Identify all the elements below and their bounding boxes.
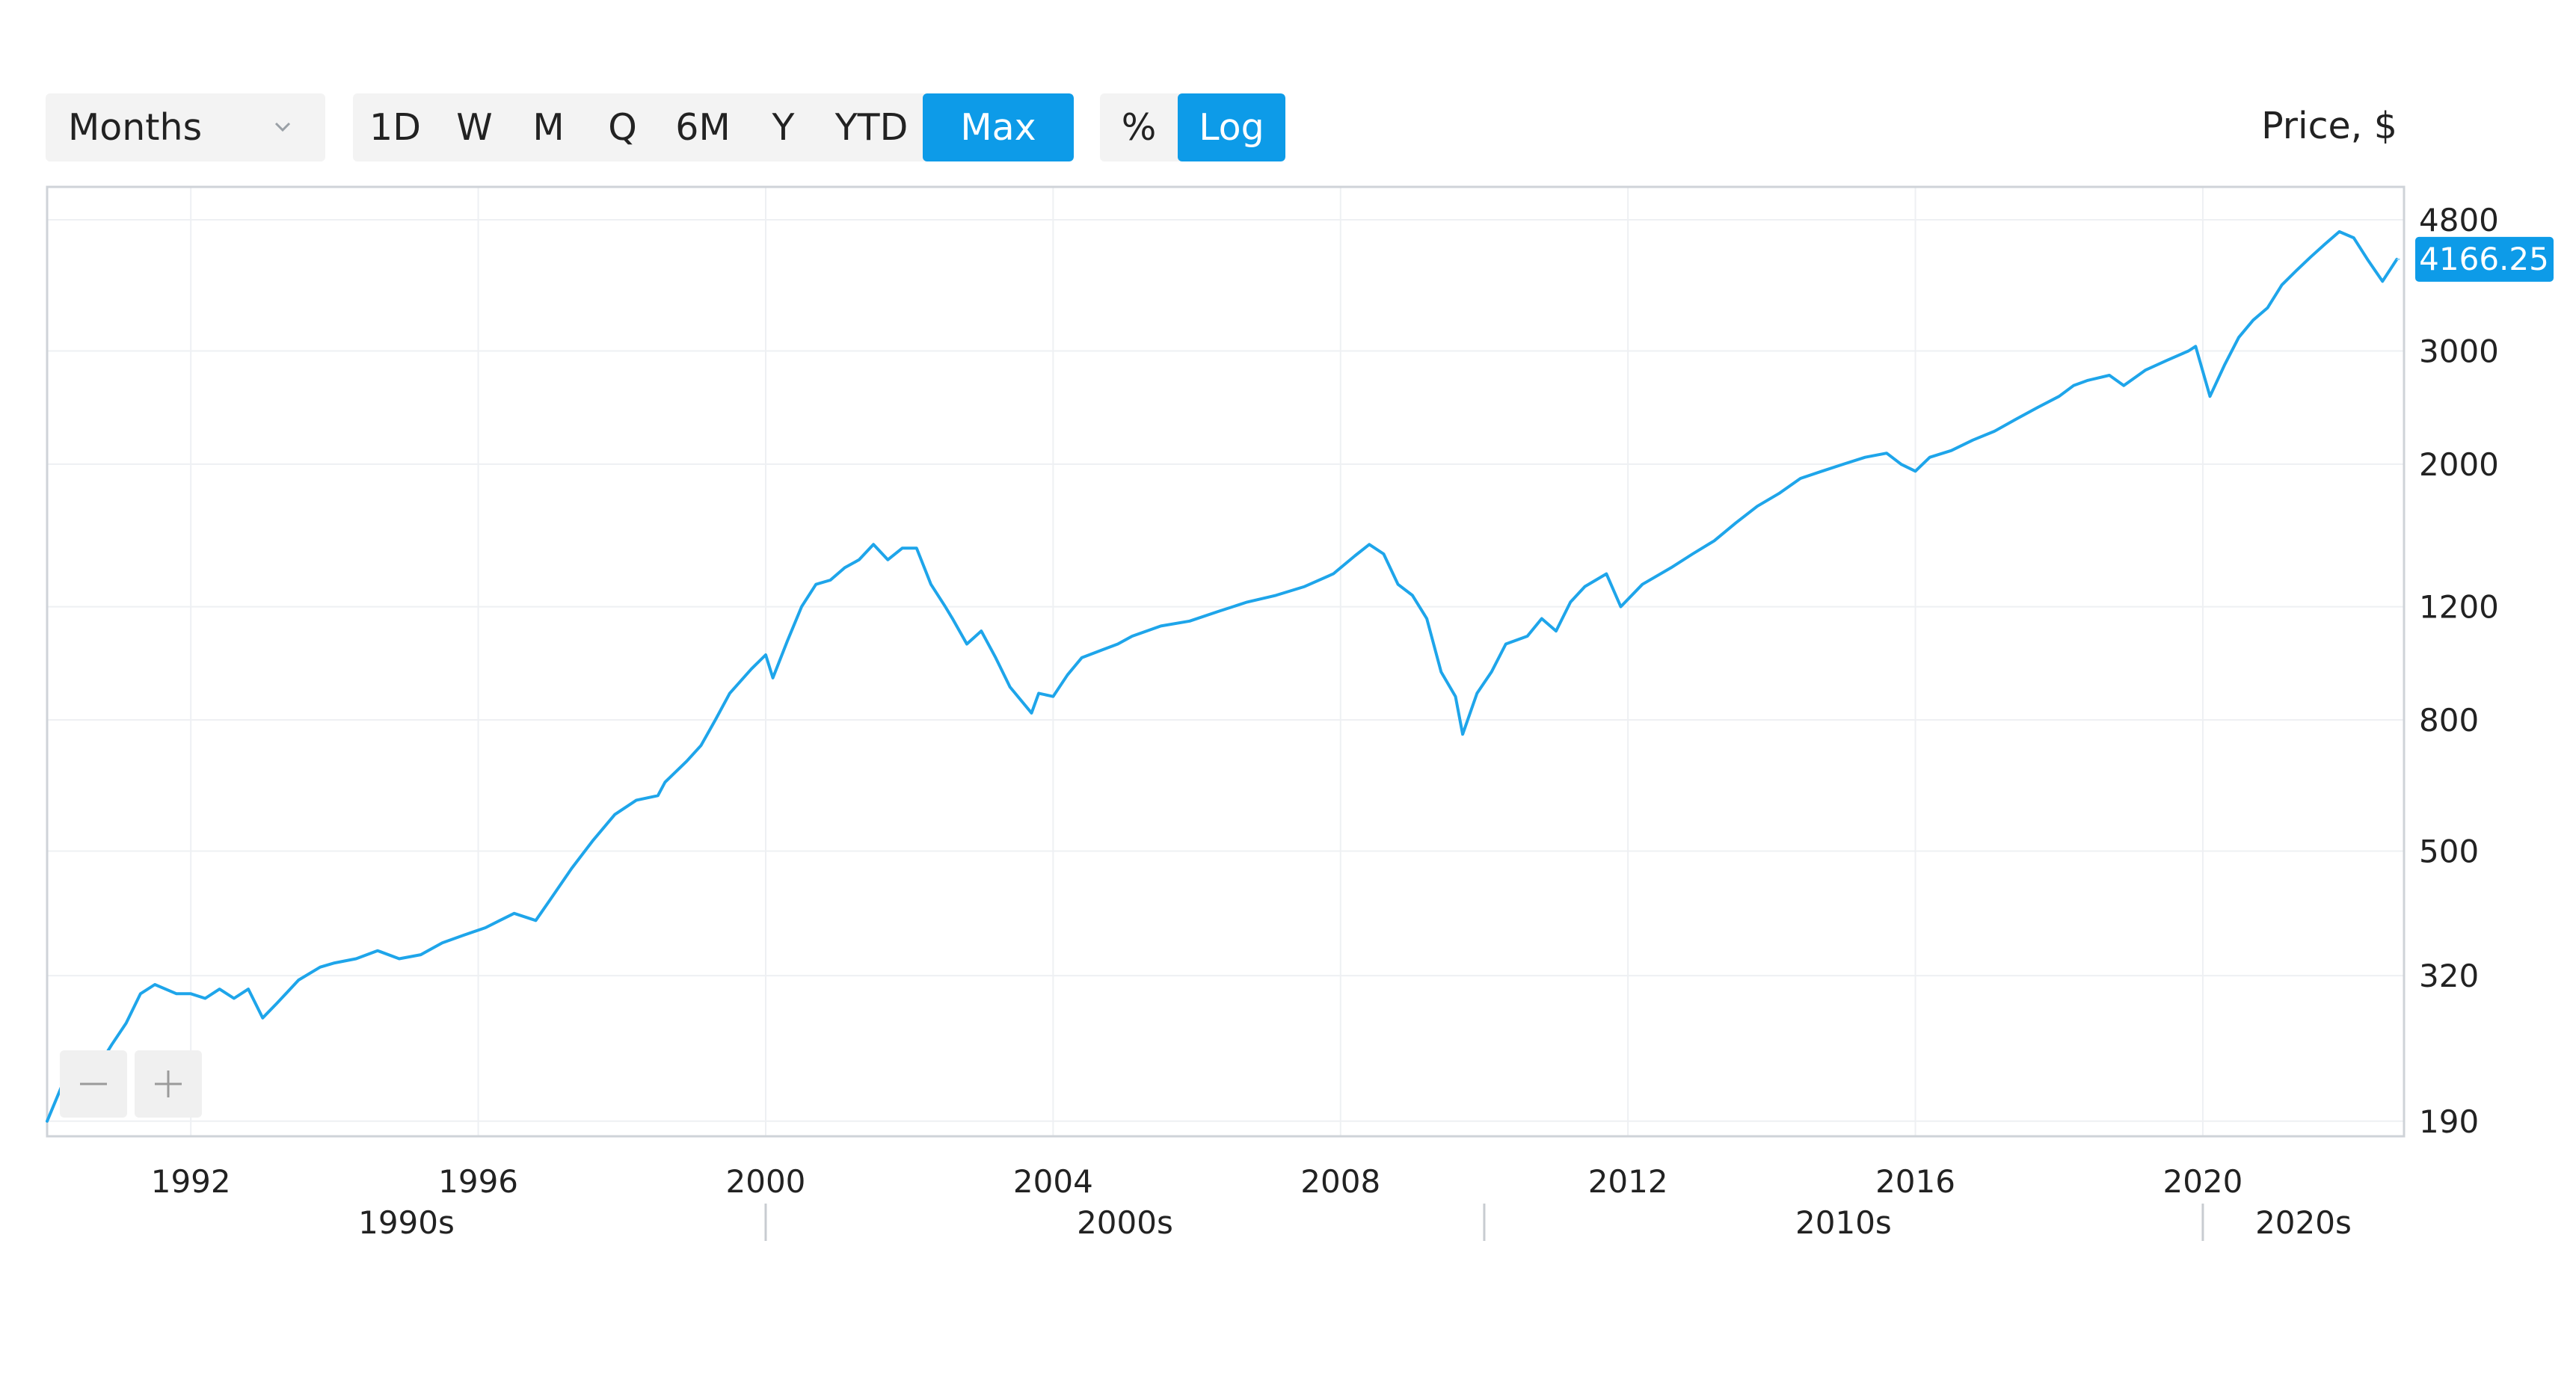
x-tick-label: 2000 <box>726 1163 806 1200</box>
range-button-w[interactable]: W <box>456 106 493 149</box>
period-select-value: Months <box>68 106 203 149</box>
x-tick-label: 1996 <box>438 1163 518 1200</box>
decade-label: 2010s <box>1795 1204 1892 1241</box>
plus-icon <box>155 1071 182 1097</box>
x-tick-label: 2020 <box>2162 1163 2243 1200</box>
range-button-y[interactable]: Y <box>772 106 795 149</box>
units-label: Price, $ <box>2261 105 2397 147</box>
scale-button-percent[interactable]: % <box>1121 106 1157 149</box>
period-select[interactable]: Months <box>46 93 325 161</box>
last-price-label: 4166.25 <box>2419 241 2549 277</box>
range-button-group: 1D W M Q 6M Y YTD Max <box>353 93 1074 161</box>
y-tick-label: 1200 <box>2419 589 2499 626</box>
scale-button-log[interactable]: Log <box>1178 93 1285 161</box>
range-button-6m[interactable]: 6M <box>675 106 731 149</box>
x-tick-label: 1992 <box>151 1163 231 1200</box>
x-axis: 1992 1996 2000 2004 2008 2012 2016 2020 <box>151 1163 2243 1200</box>
range-button-ytd[interactable]: YTD <box>834 106 909 149</box>
zoom-out-button[interactable] <box>60 1050 127 1118</box>
x-tick-label: 2004 <box>1013 1163 1093 1200</box>
last-price-marker: 4166.25 <box>2397 236 2554 282</box>
decade-axis: 1990s 2000s 2010s 2020s <box>358 1204 2352 1241</box>
y-tick-label: 2000 <box>2419 446 2499 483</box>
price-line <box>46 230 2399 1123</box>
x-tick-label: 2012 <box>1588 1163 1668 1200</box>
decade-label: 1990s <box>358 1204 455 1241</box>
range-button-q[interactable]: Q <box>608 106 637 149</box>
y-tick-label: 4800 <box>2419 202 2499 238</box>
range-button-1d[interactable]: 1D <box>369 106 421 149</box>
x-tick-label: 2016 <box>1875 1163 1955 1200</box>
decade-label: 2000s <box>1077 1204 1173 1241</box>
y-axis: 190 320 500 800 1200 2000 3000 4800 <box>2419 202 2499 1140</box>
chevron-down-icon <box>274 122 291 132</box>
range-button-m[interactable]: M <box>532 106 565 149</box>
plot-frame <box>46 185 2406 1138</box>
y-tick-label: 3000 <box>2419 333 2499 369</box>
y-tick-label: 800 <box>2419 702 2479 739</box>
y-tick-label: 500 <box>2419 834 2479 870</box>
minus-icon <box>80 1082 107 1085</box>
grid-lines <box>47 187 2404 1136</box>
x-tick-label: 2008 <box>1300 1163 1380 1200</box>
chart-toolbar: Months 1D W M Q 6M Y YTD Max % Log Price… <box>0 0 2576 179</box>
decade-label: 2020s <box>2255 1204 2352 1241</box>
y-tick-label: 320 <box>2419 958 2479 994</box>
range-button-max[interactable]: Max <box>923 93 1074 161</box>
scale-button-group: % Log <box>1100 93 1285 161</box>
zoom-in-button[interactable] <box>135 1050 202 1118</box>
last-price-badge <box>2415 236 2554 282</box>
y-tick-label: 190 <box>2419 1103 2479 1140</box>
series-layer <box>46 230 2399 1123</box>
